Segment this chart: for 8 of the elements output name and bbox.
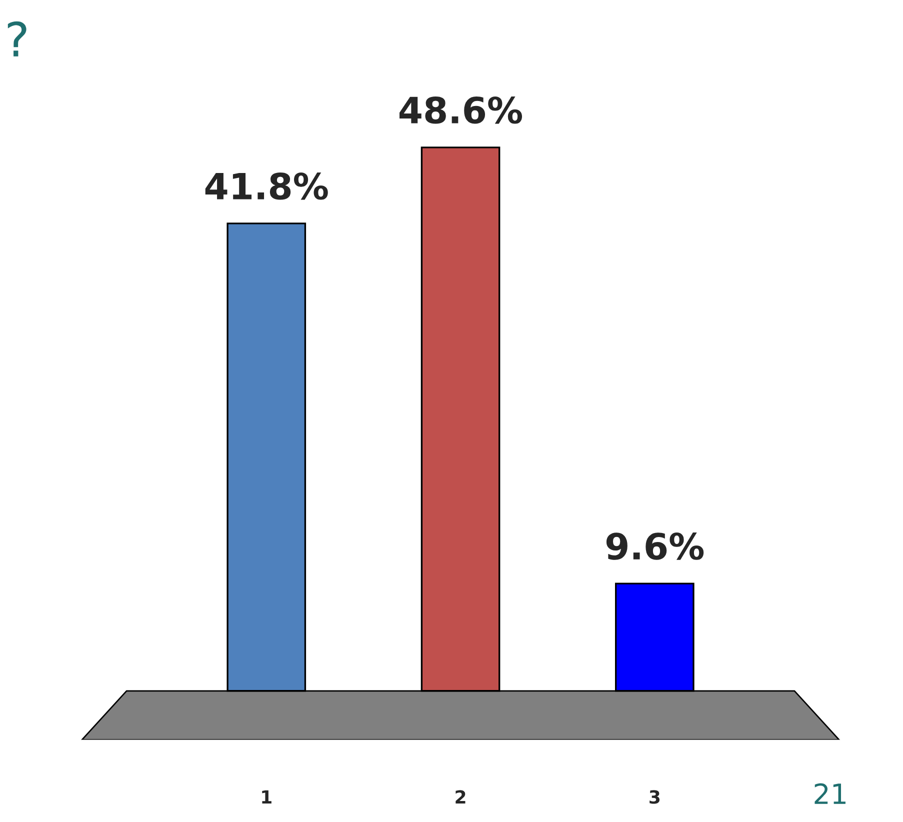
text: 21 [814, 783, 846, 804]
data-label: 48.6% [400, 96, 522, 124]
data-label: 41.8% [205, 172, 328, 200]
x-tick-label: 2 [456, 790, 466, 804]
x-tick-label: 1 [262, 790, 272, 804]
data-label: 9.6% [606, 532, 704, 560]
text: ? [8, 21, 26, 56]
x-tick-label: 3 [650, 790, 660, 804]
